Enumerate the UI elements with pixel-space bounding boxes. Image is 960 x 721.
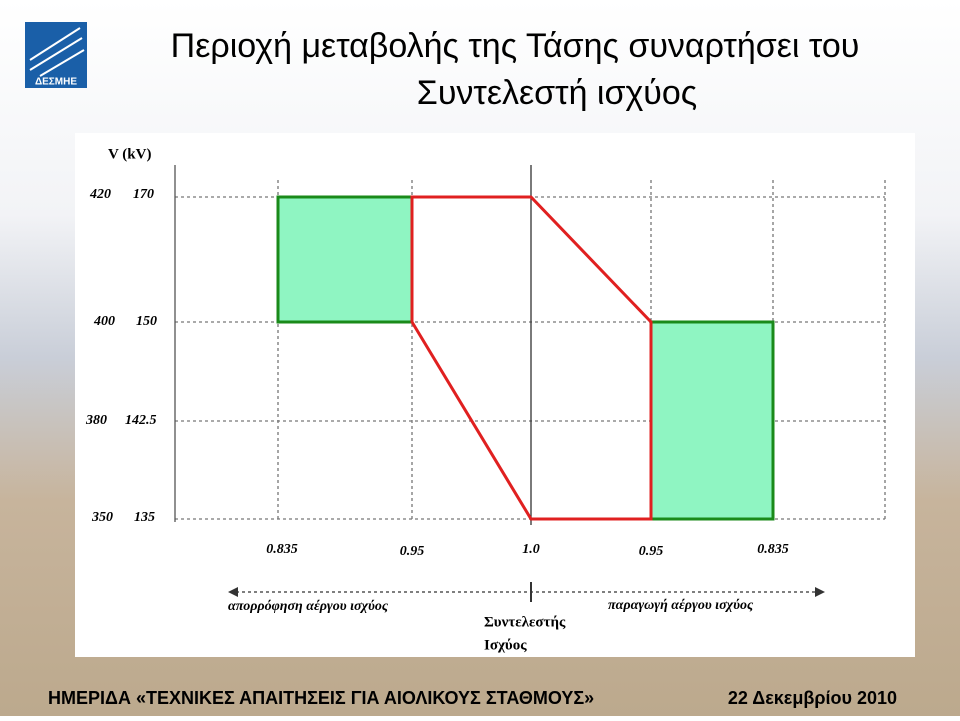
right-arrow-label: παραγωγή αέργου ισχύος [608,598,754,613]
y-axis-label: V (kV) [108,146,151,162]
y-labels: 420 170 400 150 380 142.5 350 135 [85,187,157,525]
center-label: Ισχύος [484,637,527,653]
y-label: 420 [89,187,111,202]
x-label: 0.95 [639,544,664,559]
chart-panel [75,133,915,657]
x-label: 0.95 [400,544,425,559]
x-label: 0.835 [757,542,789,557]
voltage-region [410,195,653,521]
y-label: 170 [133,187,154,202]
y-label: 142.5 [125,413,157,428]
pf-arrow [228,582,825,602]
x-labels: 0.835 0.95 1.0 0.95 0.835 [266,542,789,559]
logo: ΔΕΣΜΗΕ [25,22,87,88]
absorption-area [276,195,414,324]
y-label: 400 [93,314,115,329]
logo-text: ΔΕΣΜΗΕ [35,77,77,88]
production-area [649,320,775,521]
y-label: 350 [91,510,113,525]
center-label: Συντελεστής [484,614,566,630]
y-label: 150 [136,314,157,329]
title: Συντελεστή ισχύος [417,74,697,112]
title: Περιοχή μεταβολής της Τάσης συναρτήσει τ… [171,27,860,65]
y-label: 135 [134,510,155,525]
left-arrow-label: απορρόφηση αέργου ισχύος [228,599,389,614]
y-label: 380 [85,413,107,428]
x-label: 1.0 [522,542,540,557]
x-label: 0.835 [266,542,298,557]
footer-event: ΗΜΕΡΙΔΑ «ΤΕΧΝΙΚΕΣ ΑΠΑΙΤΗΣΕΙΣ ΓΙΑ ΑΙΟΛΙΚΟ… [48,688,594,708]
footer-date: 22 Δεκεμβρίου 2010 [728,688,897,708]
